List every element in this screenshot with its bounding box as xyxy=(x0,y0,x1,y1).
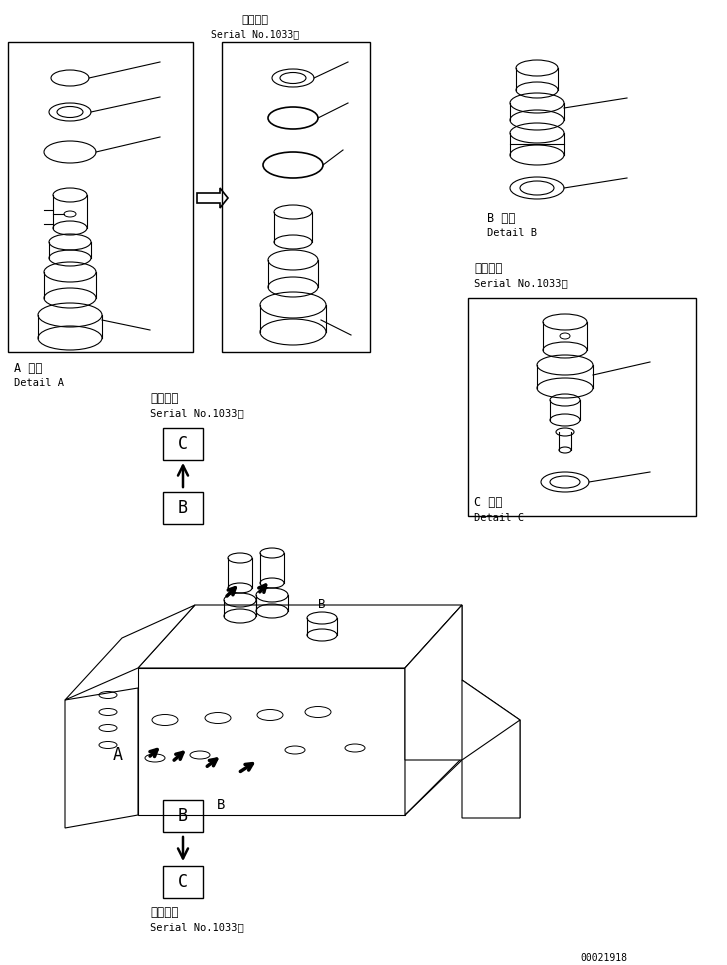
Bar xyxy=(468,298,696,516)
Text: 00021918: 00021918 xyxy=(580,953,627,963)
Bar xyxy=(163,492,203,524)
Polygon shape xyxy=(197,188,228,208)
Text: Serial No.1033～: Serial No.1033～ xyxy=(150,408,244,418)
Text: C: C xyxy=(178,435,188,453)
Text: Detail A: Detail A xyxy=(14,378,64,388)
Text: B: B xyxy=(217,798,225,812)
Text: B: B xyxy=(178,499,188,517)
Polygon shape xyxy=(138,605,462,668)
Text: 適用号機: 適用号機 xyxy=(241,15,268,25)
Bar xyxy=(8,42,193,352)
Polygon shape xyxy=(405,605,520,760)
Text: Detail B: Detail B xyxy=(487,228,537,238)
Text: B: B xyxy=(318,598,326,612)
Polygon shape xyxy=(462,680,520,818)
Text: B: B xyxy=(178,807,188,825)
Bar xyxy=(163,800,203,832)
Text: C: C xyxy=(178,873,188,891)
Text: Serial No.1033～: Serial No.1033～ xyxy=(150,922,244,932)
Bar xyxy=(163,866,203,898)
Text: Detail C: Detail C xyxy=(474,513,524,523)
Polygon shape xyxy=(65,605,195,700)
Polygon shape xyxy=(405,605,462,815)
Text: 適用号機: 適用号機 xyxy=(150,392,179,404)
Text: C 詳細: C 詳細 xyxy=(474,497,502,510)
Bar xyxy=(222,42,370,352)
Text: A: A xyxy=(113,746,123,764)
Polygon shape xyxy=(462,720,520,818)
Text: 適用号機: 適用号機 xyxy=(150,905,179,919)
Text: Serial No.1033～: Serial No.1033～ xyxy=(474,278,568,288)
Text: B 詳細: B 詳細 xyxy=(487,211,515,225)
Polygon shape xyxy=(405,760,462,815)
Polygon shape xyxy=(138,668,405,815)
Text: A 詳細: A 詳細 xyxy=(14,362,42,374)
Polygon shape xyxy=(65,688,138,828)
Text: Serial No.1033～: Serial No.1033～ xyxy=(211,29,299,39)
Text: 適用号機: 適用号機 xyxy=(474,262,502,274)
Bar xyxy=(163,428,203,460)
